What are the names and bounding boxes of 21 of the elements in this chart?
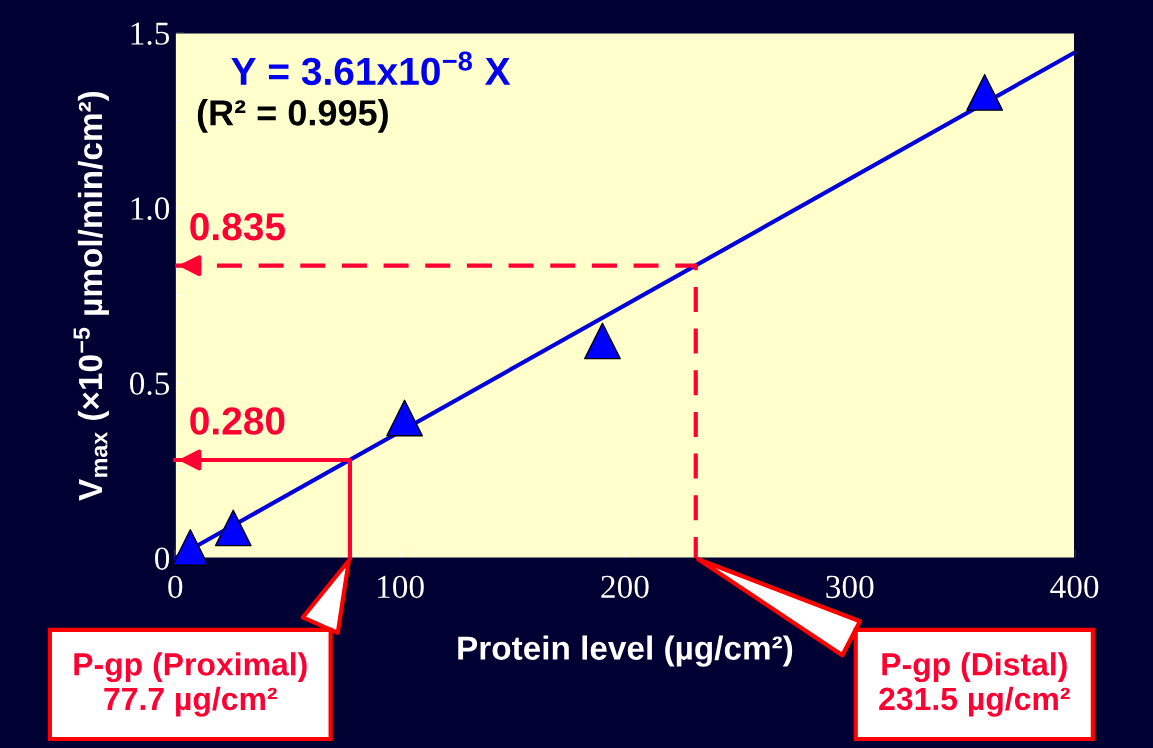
x-tick-label: 200	[601, 575, 649, 599]
annotation: 0.280	[190, 407, 285, 435]
text: P-gp (Distal) 231.5 µg/cm²	[879, 652, 1070, 717]
point	[386, 399, 423, 437]
y-tick-label: 1.0	[131, 197, 170, 220]
y-tick-label: 0	[155, 547, 170, 570]
y-axis-title: V$_{max}$ (×10$^{−5}$ µmol/min/cm²)	[73, 91, 109, 501]
y-tick-label: 0.5	[130, 372, 170, 396]
text: P-gp (Proximal) 77.7 µg/cm²	[74, 652, 307, 717]
x-tick-label: 100	[378, 575, 424, 599]
point	[584, 322, 621, 360]
x-axis-title: Protein level (µg/cm²)	[458, 635, 793, 667]
annotation: Y = 3.61x10$^{−8}$ X	[231, 51, 511, 86]
annotation: 0.835	[190, 212, 285, 241]
point	[171, 529, 209, 566]
x-tick-label: 300	[826, 575, 874, 599]
y-tick-label: 1.5	[131, 22, 170, 45]
point	[214, 509, 252, 547]
x-tick-label: 400	[1050, 575, 1099, 599]
annotation: (R² = 0.995)	[197, 99, 388, 133]
point	[966, 74, 1004, 111]
